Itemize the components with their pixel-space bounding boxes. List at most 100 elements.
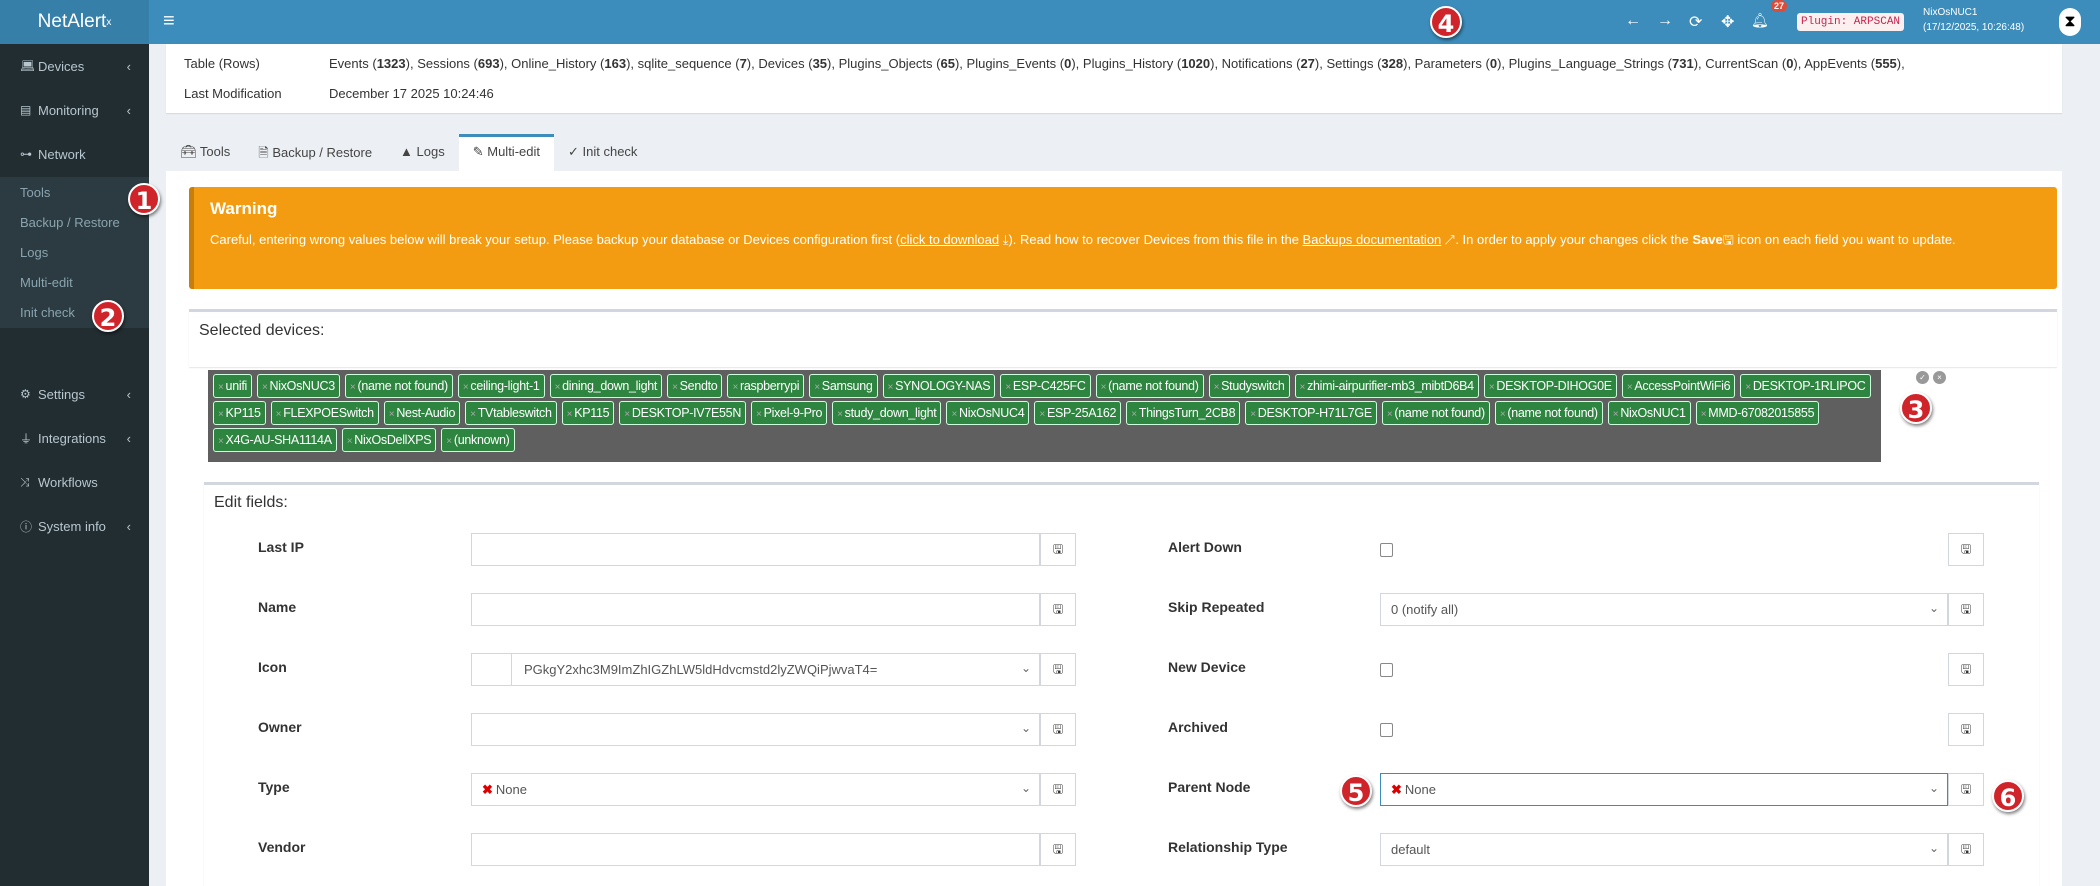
remove-tag-icon[interactable]: × bbox=[1100, 382, 1107, 393]
download-link[interactable]: click to download bbox=[900, 232, 1000, 247]
tab-backup-restore[interactable]: 🗎 Backup / Restore bbox=[244, 134, 386, 171]
remove-tag-icon[interactable]: × bbox=[1488, 382, 1495, 393]
tab-init-check[interactable]: ✓ Init check bbox=[554, 134, 651, 171]
remove-tag-icon[interactable]: × bbox=[951, 409, 958, 420]
save-icon-button[interactable]: 🖫︎ bbox=[1040, 653, 1076, 686]
skip-repeated-select[interactable]: 0 (notify all) ⌄ bbox=[1380, 593, 1948, 626]
remove-tag-icon[interactable]: × bbox=[1612, 409, 1619, 420]
save-skip-repeated-button[interactable]: 🖫︎ bbox=[1948, 593, 1984, 626]
save-alert-down-button[interactable]: 🖫︎ bbox=[1948, 533, 1984, 566]
arrow-left-icon[interactable]: ← bbox=[1625, 12, 1641, 29]
remove-tag-icon[interactable]: × bbox=[1386, 409, 1393, 420]
remove-tag-icon[interactable]: × bbox=[349, 382, 356, 393]
icon-select[interactable]: PGkgY2xhc3M9ImZhIGZhLW5ldHdvcmstd2lyZWQi… bbox=[471, 653, 1040, 686]
arrow-right-icon[interactable]: → bbox=[1657, 12, 1673, 29]
remove-tag-icon[interactable]: × bbox=[470, 409, 476, 420]
selected-devices-tags[interactable]: × unifi × NixOsNUC3 × (name not found) × ceilin… bbox=[208, 370, 1881, 462]
remove-tag-icon[interactable]: × bbox=[837, 409, 843, 420]
submenu-item-multi-edit[interactable]: Multi-edit bbox=[20, 275, 73, 290]
new-device-checkbox[interactable] bbox=[1380, 663, 1393, 677]
last-ip-input[interactable] bbox=[471, 533, 1040, 566]
device-tag-label: DESKTOP-1RLIPOC bbox=[1752, 379, 1866, 393]
download-icon[interactable]: ⤓ bbox=[1002, 232, 1009, 247]
bell-icon[interactable]: 🔔︎ bbox=[1751, 12, 1769, 28]
save-archived-button[interactable]: 🖫︎ bbox=[1948, 713, 1984, 746]
sidebar-item-workflows[interactable]: ⤨ Workflows bbox=[0, 460, 149, 504]
submenu-item-init-check[interactable]: Init check bbox=[20, 305, 75, 320]
remove-tag-icon[interactable]: × bbox=[1131, 409, 1137, 420]
selected-devices-box: Selected devices: bbox=[189, 309, 2057, 367]
select-all-icon[interactable]: ✓ bbox=[1916, 371, 1929, 384]
remove-tag-icon[interactable]: × bbox=[446, 436, 452, 447]
device-tag-label: study_down_light bbox=[844, 406, 937, 420]
save-type-button[interactable]: 🖫︎ bbox=[1040, 773, 1076, 806]
remove-tag-icon[interactable]: × bbox=[261, 382, 268, 393]
remove-tag-icon[interactable]: × bbox=[275, 409, 282, 420]
remove-tag-icon[interactable]: × bbox=[566, 409, 573, 420]
save-parent-node-button[interactable]: 🖫︎ bbox=[1948, 773, 1984, 806]
remove-tag-icon[interactable]: × bbox=[887, 382, 894, 393]
device-tag: × FLEXPOESwitch bbox=[270, 401, 379, 425]
name-input[interactable] bbox=[471, 593, 1040, 626]
remove-tag-icon[interactable]: × bbox=[462, 382, 469, 393]
save-vendor-button[interactable]: 🖫︎ bbox=[1040, 833, 1076, 866]
menu-toggle-icon[interactable]: ≡ bbox=[163, 10, 175, 32]
remove-tag-icon[interactable]: × bbox=[1745, 382, 1751, 393]
remove-tag-icon[interactable]: × bbox=[1039, 409, 1045, 420]
remove-tag-icon[interactable]: × bbox=[346, 436, 353, 447]
remove-tag-icon[interactable]: × bbox=[218, 409, 224, 420]
submenu-item-logs[interactable]: Logs bbox=[20, 245, 49, 260]
tab-label: Multi-edit bbox=[487, 144, 540, 159]
annotation-marker-4: 4 bbox=[1430, 6, 1462, 38]
app-logo[interactable]: NetAlert x bbox=[0, 0, 149, 44]
save-relationship-type-button[interactable]: 🖫︎ bbox=[1948, 833, 1984, 866]
backups-doc-link[interactable]: Backups documentation bbox=[1302, 232, 1442, 247]
alert-down-checkbox[interactable] bbox=[1380, 543, 1393, 557]
submenu-item-backup-restore[interactable]: Backup / Restore bbox=[20, 215, 120, 230]
clear-all-icon[interactable]: × bbox=[1933, 371, 1946, 384]
remove-tag-icon[interactable]: × bbox=[1005, 382, 1011, 393]
avatar[interactable]: ⧗ bbox=[2059, 8, 2081, 36]
relationship-type-select[interactable]: default ⌄ bbox=[1380, 833, 1948, 866]
refresh-icon[interactable]: ⟳ bbox=[1689, 14, 1703, 31]
save-last-ip-button[interactable]: 🖫︎ bbox=[1040, 533, 1076, 566]
remove-tag-icon[interactable]: × bbox=[1626, 382, 1633, 393]
submenu-item-tools[interactable]: Tools bbox=[20, 185, 51, 200]
vendor-input[interactable] bbox=[471, 833, 1040, 866]
remove-tag-icon[interactable]: × bbox=[756, 409, 762, 420]
remove-tag-icon[interactable]: × bbox=[624, 409, 630, 420]
remove-tag-icon[interactable]: × bbox=[1499, 409, 1506, 420]
tab-multi-edit[interactable]: ✎ Multi-edit bbox=[458, 134, 554, 171]
owner-select[interactable]: ⌄ bbox=[471, 713, 1040, 746]
remove-tag-icon[interactable]: × bbox=[814, 382, 820, 393]
device-tag-label: (name not found) bbox=[1108, 379, 1199, 393]
remove-tag-icon[interactable]: × bbox=[388, 409, 395, 420]
save-new-device-button[interactable]: 🖫︎ bbox=[1948, 653, 1984, 686]
remove-tag-icon[interactable]: × bbox=[1299, 382, 1306, 393]
remove-tag-icon[interactable]: × bbox=[554, 382, 561, 393]
sidebar-item-devices[interactable]: 💻︎ Devices ‹ bbox=[0, 44, 149, 88]
remove-tag-icon[interactable]: × bbox=[672, 382, 678, 393]
sidebar-item-settings[interactable]: ⚙ Settings ‹ bbox=[0, 372, 149, 416]
remove-tag-icon[interactable]: × bbox=[732, 382, 739, 393]
tab-tools[interactable]: 🧰︎ Tools bbox=[166, 134, 244, 171]
type-select[interactable]: ✖ None ⌄ bbox=[471, 773, 1040, 806]
parent-node-select[interactable]: ✖ None ⌄ bbox=[1380, 773, 1948, 806]
sidebar-item-network[interactable]: ⊶ Network bbox=[0, 132, 149, 176]
remove-tag-icon[interactable]: × bbox=[1250, 409, 1256, 420]
save-owner-button[interactable]: 🖫︎ bbox=[1040, 713, 1076, 746]
sidebar-item-system-info[interactable]: ⓘ System info ‹ bbox=[0, 504, 149, 548]
tab-logs[interactable]: ▲ Logs bbox=[386, 134, 459, 171]
sidebar-item-monitoring[interactable]: ▤ Monitoring ‹ bbox=[0, 88, 149, 132]
table-name: Devices bbox=[758, 56, 805, 71]
remove-tag-icon[interactable]: × bbox=[1700, 409, 1707, 420]
sidebar-item-integrations[interactable]: ⏚ Integrations ‹ bbox=[0, 416, 149, 460]
remove-tag-icon[interactable]: × bbox=[1213, 382, 1220, 393]
chevron-left-icon: ‹ bbox=[126, 102, 131, 118]
arrows-move-icon[interactable]: ✥ bbox=[1721, 14, 1735, 31]
remove-tag-icon[interactable]: × bbox=[218, 436, 224, 447]
remove-tag-icon[interactable]: × bbox=[218, 382, 224, 393]
user-info[interactable]: NixOsNUC1 (17/12/2025, 10:26:48) bbox=[1923, 5, 2024, 35]
archived-checkbox[interactable] bbox=[1380, 723, 1393, 737]
save-name-button[interactable]: 🖫︎ bbox=[1040, 593, 1076, 626]
